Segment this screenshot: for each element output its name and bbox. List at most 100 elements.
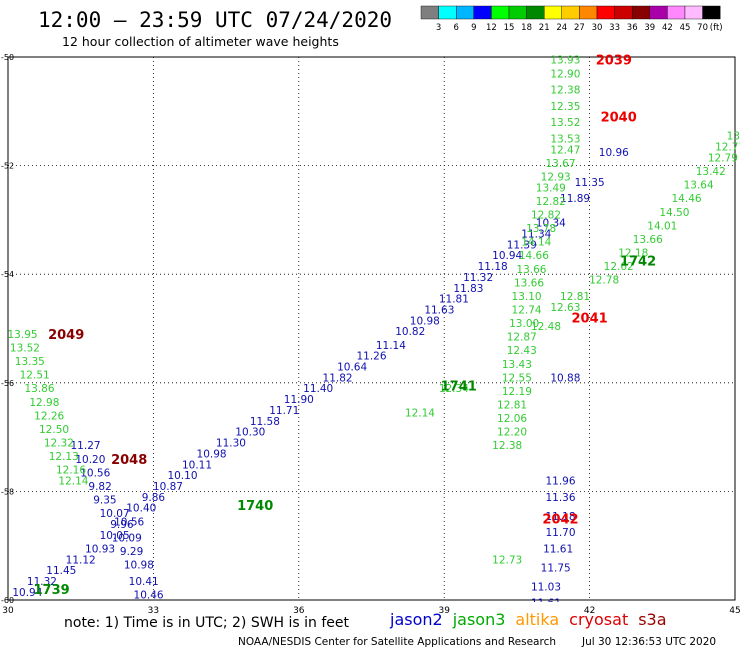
colorbar-swatch — [491, 5, 510, 20]
satellite-legend: jason2 jason3 altika cryosat s3a — [389, 610, 667, 629]
wave-height-label: 11.32 — [27, 576, 57, 588]
wave-height-label: 13.35 — [15, 356, 45, 368]
wave-height-label: 12.78 — [589, 275, 619, 287]
wave-height-label: 12.63 — [550, 302, 580, 314]
wave-height-label: 13.00 — [509, 318, 539, 330]
wave-height-label: 10.93 — [85, 543, 115, 555]
footer-credit: NOAA/NESDIS Center for Satellite Applica… — [238, 636, 556, 648]
track-label: 1741 — [441, 380, 477, 395]
wave-height-label: 12.43 — [507, 345, 537, 357]
wave-height-label: 13.93 — [550, 55, 580, 67]
wave-height-label: 12.87 — [507, 332, 537, 344]
wave-height-label: 11.36 — [545, 492, 575, 504]
x-tick-label: 39 — [438, 606, 450, 616]
wave-height-label: 12.81 — [560, 291, 590, 303]
wave-height-label: 10.98 — [124, 560, 154, 572]
colorbar-swatch — [438, 5, 457, 20]
track-label: 2040 — [601, 111, 637, 126]
wave-height-label: 9.86 — [142, 492, 166, 504]
track-label: 2049 — [48, 328, 84, 343]
colorbar-label: 33 — [609, 23, 620, 33]
wave-height-label: 11.89 — [560, 193, 590, 205]
wave-height-label: 11.81 — [439, 294, 469, 306]
wave-height-label: 13.78 — [526, 223, 556, 235]
colorbar-label: 18 — [521, 23, 532, 33]
x-tick-label: 33 — [148, 606, 159, 616]
colorbar-swatch — [473, 5, 492, 20]
colorbar-label: 42 — [662, 23, 673, 33]
colorbar-label: 9 — [471, 23, 476, 33]
colorbar-swatch — [508, 5, 527, 20]
wave-height-label: 11.61 — [531, 598, 561, 610]
wave-height-label: 11.34 — [521, 228, 551, 240]
satellite-label: jason2 — [389, 610, 443, 629]
wave-height-label: 12.82 — [536, 196, 566, 208]
track-label: 2042 — [542, 513, 578, 528]
colorbar-swatch — [596, 5, 615, 20]
wave-height-label: 12.14 — [58, 476, 88, 488]
wave-height-label: 11.03 — [531, 581, 561, 593]
wave-height-label: 10.46 — [134, 590, 164, 602]
colorbar-swatch — [632, 5, 651, 20]
colorbar-label: 21 — [539, 23, 550, 33]
wave-height-label: 14.01 — [647, 220, 677, 232]
wave-height-label: 9.35 — [93, 495, 116, 507]
colorbar-swatch — [526, 5, 545, 20]
wave-height-label: 12.13 — [49, 451, 79, 463]
wave-height-label: 12.06 — [497, 413, 527, 425]
wave-height-label: 10.34 — [536, 218, 566, 230]
wave-height-label: 10.10 — [167, 470, 197, 482]
track-label: 1740 — [237, 499, 273, 514]
colorbar-label: 39 — [644, 23, 655, 33]
colorbar-swatch — [667, 5, 686, 20]
wave-height-label: 11.96 — [545, 476, 575, 488]
wave-height-label: 12.38 — [550, 85, 580, 97]
track-label: 2039 — [596, 54, 632, 69]
wave-height-label: 11.12 — [66, 554, 96, 566]
x-tick-label: 30 — [2, 606, 14, 616]
wave-height-label: 12.16 — [56, 465, 86, 477]
colorbar-label: 27 — [574, 23, 585, 33]
x-tick-label: 36 — [293, 606, 305, 616]
wave-height-label: 12.34 — [439, 383, 469, 395]
wave-height-label: 10.30 — [235, 427, 265, 439]
colorbar-swatch — [579, 5, 598, 20]
wave-height-label: 13.10 — [512, 291, 542, 303]
wave-height-label: 10.09 — [112, 533, 142, 545]
wave-height-label: 13.49 — [536, 182, 566, 194]
wave-height-label: 12.81 — [497, 400, 527, 412]
chart-subtitle: 12 hour collection of altimeter wave hei… — [62, 34, 339, 49]
colorbar-swatch — [561, 5, 580, 20]
wave-height-label: 12.93 — [541, 171, 571, 183]
colorbar-label: 36 — [627, 23, 638, 33]
colorbar-label: 6 — [453, 23, 458, 33]
wave-height-label: 9.96 — [110, 519, 134, 531]
wave-height-label: 13.52 — [550, 117, 580, 129]
colorbar-label: 12 — [486, 23, 497, 33]
wave-height-label: 12.47 — [550, 144, 580, 156]
wave-height-label: 13.64 — [684, 180, 714, 192]
wave-height-label: 12.50 — [39, 424, 69, 436]
wave-height-label: 10.11 — [182, 459, 212, 471]
colorbar-swatch — [614, 5, 633, 20]
wave-height-label: 12.32 — [44, 438, 74, 450]
wave-height-label: 10.40 — [126, 503, 156, 515]
wave-height-label: 11.58 — [250, 416, 280, 428]
color-scale-legend: 3 6 9 12 15 18 21 24 27 30 33 36 39 42 45 70 (ft) — [420, 5, 723, 33]
wave-height-label: 11.14 — [376, 340, 406, 352]
wave-height-label: 12.38 — [492, 440, 522, 452]
wave-height-label: 11.70 — [545, 527, 575, 539]
wave-height-label: 13.53 — [550, 133, 580, 145]
wave-height-label: 12.82 — [531, 209, 561, 221]
plot-area: 30 33 36 39 42 45-50-52-54-56-58-6010.9411.32… — [1, 53, 740, 616]
wave-height-label: 11.35 — [575, 177, 605, 189]
wave-height-label: 10.98 — [197, 448, 227, 460]
wave-height-label: 12.90 — [550, 68, 580, 80]
plot-border — [7, 56, 736, 601]
wave-height-label: 10.07 — [100, 508, 130, 520]
wave-height-label: 13.66 — [514, 277, 544, 289]
wave-height-label: 12.77 — [715, 142, 740, 154]
wave-height-label: 11.71 — [269, 405, 299, 417]
wave-height-label: 12.48 — [531, 321, 561, 333]
